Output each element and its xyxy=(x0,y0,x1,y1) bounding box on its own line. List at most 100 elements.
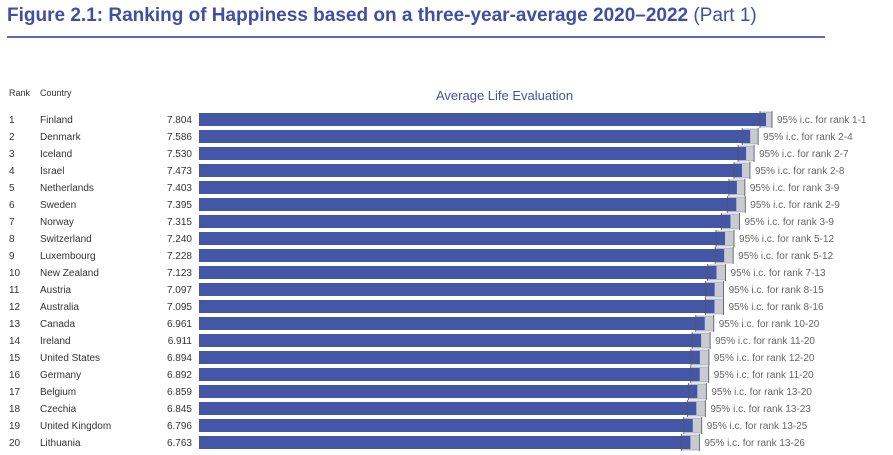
bar xyxy=(199,181,737,194)
bar xyxy=(199,249,725,262)
ci-label: 95% i.c. for rank 2-8 xyxy=(755,166,845,177)
value-label: 6.894 xyxy=(167,353,192,364)
rank-label: 9 xyxy=(9,251,15,262)
rank-label: 12 xyxy=(9,302,21,313)
bar xyxy=(199,130,751,143)
rank-label: 14 xyxy=(9,336,21,347)
ci-label: 95% i.c. for rank 2-4 xyxy=(763,132,853,143)
bar xyxy=(199,419,693,432)
country-label: Ireland xyxy=(40,336,71,347)
ci-label: 95% i.c. for rank 10-20 xyxy=(719,319,820,330)
country-label: New Zealand xyxy=(40,268,99,279)
ci-label: 95% i.c. for rank 5-12 xyxy=(738,251,833,262)
country-label: United Kingdom xyxy=(40,421,111,432)
value-label: 7.123 xyxy=(167,268,192,279)
bar xyxy=(199,368,700,381)
rank-label: 2 xyxy=(9,132,15,143)
rank-label: 20 xyxy=(9,438,21,449)
rank-label: 13 xyxy=(9,319,21,330)
bar xyxy=(199,334,702,347)
ci-label: 95% i.c. for rank 11-20 xyxy=(715,336,815,347)
country-label: Canada xyxy=(40,319,75,330)
figure-title-main: Figure 2.1: Ranking of Happiness based o… xyxy=(7,5,689,26)
bar xyxy=(199,385,698,398)
country-label: Finland xyxy=(40,115,73,126)
bar xyxy=(199,113,766,126)
bar xyxy=(199,164,742,177)
value-label: 6.796 xyxy=(167,421,192,432)
bar xyxy=(199,232,726,245)
rank-label: 3 xyxy=(9,149,15,160)
value-label: 6.763 xyxy=(167,438,192,449)
rank-label: 1 xyxy=(9,115,15,126)
country-label: United States xyxy=(40,353,100,364)
value-label: 7.315 xyxy=(167,217,192,228)
value-label: 7.228 xyxy=(167,251,192,262)
value-label: 7.473 xyxy=(167,166,192,177)
ci-label: 95% i.c. for rank 12-20 xyxy=(714,353,815,364)
country-label: Germany xyxy=(40,370,81,381)
bar xyxy=(199,351,700,364)
country-label: Israel xyxy=(40,166,64,177)
figure-title-part: (Part 1) xyxy=(693,5,757,26)
value-label: 7.586 xyxy=(167,132,192,143)
value-label: 7.097 xyxy=(167,285,192,296)
ci-label: 95% i.c. for rank 2-7 xyxy=(759,149,849,160)
rank-label: 15 xyxy=(9,353,21,364)
bar xyxy=(199,436,691,449)
value-label: 7.095 xyxy=(167,302,192,313)
rank-label: 18 xyxy=(9,404,21,415)
country-column-header: Country xyxy=(40,88,72,98)
bar xyxy=(199,198,737,211)
bar xyxy=(199,402,697,415)
rank-label: 8 xyxy=(9,234,15,245)
rank-label: 16 xyxy=(9,370,21,381)
value-label: 7.804 xyxy=(167,115,192,126)
rank-label: 6 xyxy=(9,200,15,211)
ci-label: 95% i.c. for rank 13-23 xyxy=(710,404,811,415)
country-label: Denmark xyxy=(40,132,82,143)
value-label: 7.530 xyxy=(167,149,192,160)
country-label: Lithuania xyxy=(40,438,81,449)
value-label: 6.892 xyxy=(167,370,192,381)
figure-title: Figure 2.1: Ranking of Happiness based o… xyxy=(7,5,757,27)
rank-label: 19 xyxy=(9,421,21,432)
bar xyxy=(199,300,715,313)
chart-title: Average Life Evaluation xyxy=(436,88,574,103)
country-label: Luxembourg xyxy=(40,251,96,262)
value-label: 7.240 xyxy=(167,234,192,245)
bar xyxy=(199,266,717,279)
rank-label: 7 xyxy=(9,217,15,228)
ci-label: 95% i.c. for rank 8-16 xyxy=(728,302,823,313)
value-label: 7.403 xyxy=(167,183,192,194)
bar xyxy=(199,215,731,228)
title-divider xyxy=(7,36,825,38)
country-label: Switzerland xyxy=(40,234,92,245)
value-label: 6.845 xyxy=(167,404,192,415)
country-label: Sweden xyxy=(40,200,76,211)
value-label: 6.961 xyxy=(167,319,192,330)
value-label: 7.395 xyxy=(167,200,192,211)
country-label: Belgium xyxy=(40,387,76,398)
ci-label: 95% i.c. for rank 8-15 xyxy=(729,285,824,296)
ci-label: 95% i.c. for rank 5-12 xyxy=(739,234,834,245)
country-label: Australia xyxy=(40,302,79,313)
rank-label: 10 xyxy=(9,268,21,279)
rank-column-header: Rank xyxy=(9,88,31,98)
ci-label: 95% i.c. for rank 13-20 xyxy=(711,387,812,398)
ci-label: 95% i.c. for rank 2-9 xyxy=(750,200,840,211)
ci-label: 95% i.c. for rank 13-26 xyxy=(704,438,805,449)
rank-label: 17 xyxy=(9,387,21,398)
bar xyxy=(199,317,705,330)
ci-label: 95% i.c. for rank 11-20 xyxy=(714,370,814,381)
country-label: Austria xyxy=(40,285,72,296)
rank-label: 5 xyxy=(9,183,15,194)
country-label: Czechia xyxy=(40,404,77,415)
rank-label: 4 xyxy=(9,166,15,177)
country-label: Norway xyxy=(40,217,74,228)
bar xyxy=(199,283,715,296)
ci-label: 95% i.c. for rank 3-9 xyxy=(744,217,834,228)
ci-label: 95% i.c. for rank 1-1 xyxy=(777,115,867,126)
ci-label: 95% i.c. for rank 13-25 xyxy=(707,421,808,432)
value-label: 6.859 xyxy=(167,387,192,398)
